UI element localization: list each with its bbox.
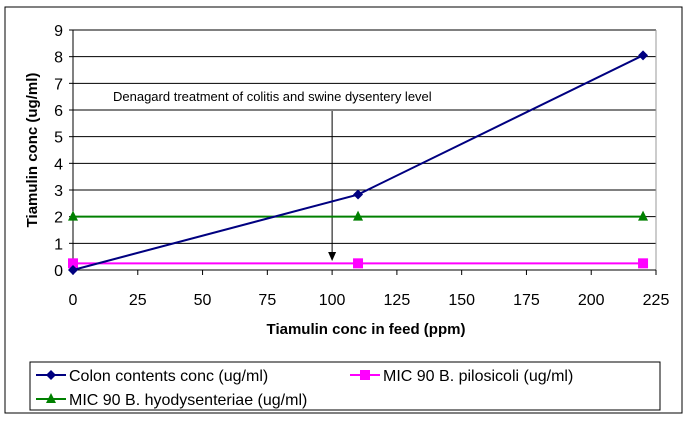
y-tick-label: 0 [54, 263, 63, 280]
annotation-arrow-head [328, 252, 337, 261]
legend-label: MIC 90 B. pilosicoli (ug/ml) [383, 368, 573, 385]
legend-label: Colon contents conc (ug/ml) [69, 368, 268, 385]
legend-label: MIC 90 B. hyodysenteriae (ug/ml) [69, 392, 307, 409]
y-tick-label: 8 [54, 50, 63, 67]
x-tick-label: 175 [513, 292, 540, 309]
square-marker [638, 258, 649, 269]
y-tick-label: 1 [54, 236, 63, 253]
diamond-marker [68, 265, 78, 275]
x-tick-label: 25 [129, 292, 147, 309]
x-tick-label: 225 [643, 292, 670, 309]
series-line [72, 54, 644, 271]
diamond-marker [638, 50, 649, 61]
diamond-marker [353, 189, 364, 200]
triangle-marker [353, 210, 364, 221]
y-tick-label: 7 [54, 76, 63, 93]
y-tick-label: 9 [54, 23, 63, 40]
annotation-text: Denagard treatment of colitis and swine … [113, 89, 432, 104]
x-tick-label: 50 [194, 292, 212, 309]
diamond-marker [46, 370, 56, 380]
x-axis-label: Tiamulin conc in feed (ppm) [267, 321, 466, 338]
y-tick-label: 5 [54, 130, 63, 147]
chart-border [4, 6, 683, 414]
square-marker [353, 258, 364, 269]
x-tick-label: 125 [384, 292, 411, 309]
y-tick-label: 3 [54, 183, 63, 200]
y-axis-label: Tiamulin conc (ug/ml) [24, 73, 41, 228]
legend [29, 361, 661, 411]
triangle-marker [46, 393, 56, 403]
x-tick-label: 0 [69, 292, 78, 309]
x-tick-label: 150 [448, 292, 475, 309]
y-tick-label: 6 [54, 103, 63, 120]
triangle-marker [638, 210, 649, 221]
y-tick-label: 2 [54, 210, 63, 227]
square-marker [68, 258, 78, 269]
x-tick-label: 75 [258, 292, 276, 309]
x-tick-label: 200 [578, 292, 605, 309]
x-tick-label: 100 [319, 292, 346, 309]
y-tick-label: 4 [54, 156, 63, 173]
triangle-marker [68, 210, 78, 221]
square-marker [360, 370, 370, 380]
